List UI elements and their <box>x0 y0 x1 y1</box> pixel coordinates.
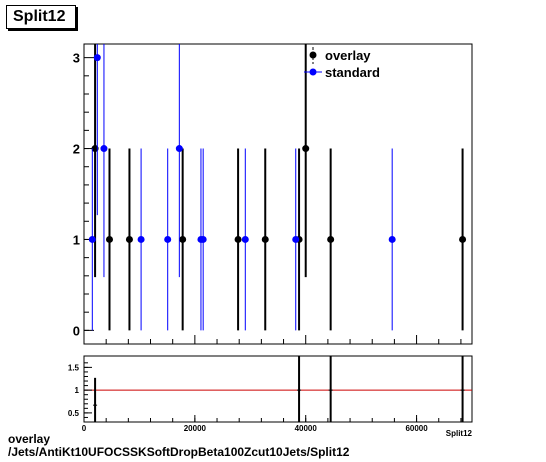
overlay-point <box>302 145 310 153</box>
ratio-x-tick-label: 40000 <box>295 424 318 433</box>
y-tick-label: 2 <box>73 142 80 157</box>
standard-point <box>388 235 396 243</box>
standard-point <box>199 235 207 243</box>
histogram-title: Split12 <box>13 8 66 25</box>
histogram-title-box: Split12 <box>6 5 76 29</box>
main-plot-frame <box>83 43 473 345</box>
y-tick-label: 0 <box>73 323 80 338</box>
y-tick-label: 3 <box>73 51 80 66</box>
standard-point <box>175 145 183 153</box>
ratio-plot-frame <box>83 355 473 423</box>
ratio-x-axis-label: Split12 <box>446 429 473 438</box>
ratio-y-tick-label: 1 <box>75 386 80 395</box>
overlay-point <box>459 235 467 243</box>
legend-overlay-label: overlay <box>325 48 371 63</box>
ratio-y-tick-label: 1.5 <box>68 363 80 372</box>
standard-point <box>88 235 96 243</box>
overlay-point <box>179 235 187 243</box>
legend-standard-marker <box>309 68 317 76</box>
caption-label: overlay <box>8 432 51 446</box>
standard-point <box>164 235 172 243</box>
standard-point <box>100 145 108 153</box>
ratio-x-tick-label: 20000 <box>184 424 207 433</box>
standard-point <box>93 54 101 62</box>
overlay-point <box>105 235 113 243</box>
y-tick-label: 1 <box>73 232 80 247</box>
legend-standard-label: standard <box>325 65 380 80</box>
caption-path: /Jets/AntiKt10UFOCSSKSoftDropBeta100Zcut… <box>8 445 350 459</box>
ratio-y-tick-label: 0.5 <box>68 409 80 418</box>
overlay-point <box>327 235 335 243</box>
overlay-point <box>261 235 269 243</box>
standard-point <box>137 235 145 243</box>
standard-point <box>241 235 249 243</box>
overlay-point <box>125 235 133 243</box>
ratio-x-tick-label: 60000 <box>405 424 428 433</box>
overlay-point <box>234 235 242 243</box>
ratio-x-tick-label: 0 <box>82 424 87 433</box>
standard-point <box>292 235 300 243</box>
legend-overlay-marker <box>309 51 317 59</box>
